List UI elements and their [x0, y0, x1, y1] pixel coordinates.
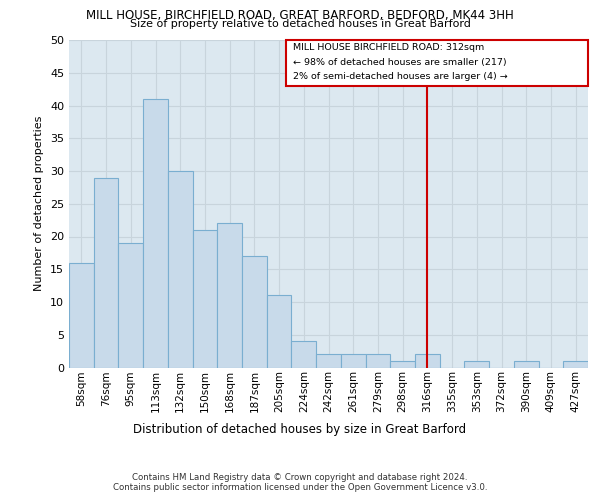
- Bar: [514, 361, 539, 368]
- Text: Contains public sector information licensed under the Open Government Licence v3: Contains public sector information licen…: [113, 484, 487, 492]
- Text: Size of property relative to detached houses in Great Barford: Size of property relative to detached ho…: [130, 19, 470, 29]
- Bar: [143, 99, 168, 367]
- Text: ← 98% of detached houses are smaller (217): ← 98% of detached houses are smaller (21…: [293, 58, 506, 66]
- Bar: [390, 361, 415, 368]
- Bar: [415, 354, 440, 368]
- Bar: [341, 354, 365, 368]
- Bar: [118, 243, 143, 368]
- Bar: [168, 171, 193, 368]
- Y-axis label: Number of detached properties: Number of detached properties: [34, 116, 44, 292]
- Bar: [69, 262, 94, 368]
- Bar: [94, 178, 118, 368]
- Bar: [217, 224, 242, 368]
- Bar: [292, 342, 316, 367]
- Text: 2% of semi-detached houses are larger (4) →: 2% of semi-detached houses are larger (4…: [293, 72, 508, 81]
- Bar: [242, 256, 267, 368]
- Text: MILL HOUSE, BIRCHFIELD ROAD, GREAT BARFORD, BEDFORD, MK44 3HH: MILL HOUSE, BIRCHFIELD ROAD, GREAT BARFO…: [86, 9, 514, 22]
- Bar: [316, 354, 341, 368]
- Bar: [464, 361, 489, 368]
- FancyBboxPatch shape: [286, 40, 588, 86]
- Bar: [365, 354, 390, 368]
- Bar: [267, 296, 292, 368]
- Bar: [563, 361, 588, 368]
- Bar: [193, 230, 217, 368]
- Text: Distribution of detached houses by size in Great Barford: Distribution of detached houses by size …: [133, 422, 467, 436]
- Text: MILL HOUSE BIRCHFIELD ROAD: 312sqm: MILL HOUSE BIRCHFIELD ROAD: 312sqm: [293, 44, 484, 52]
- Text: Contains HM Land Registry data © Crown copyright and database right 2024.: Contains HM Land Registry data © Crown c…: [132, 472, 468, 482]
